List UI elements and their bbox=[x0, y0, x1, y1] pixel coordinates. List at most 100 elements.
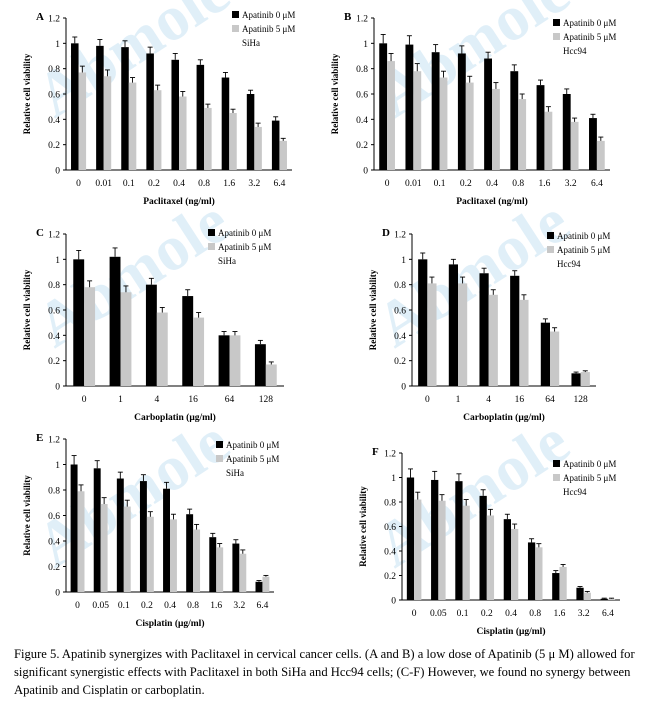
legend-swatch bbox=[232, 11, 239, 18]
bar bbox=[484, 58, 492, 170]
legend-label: Apatinib 0 μM bbox=[226, 440, 279, 450]
x-tick-label: 0.4 bbox=[164, 601, 176, 611]
legend-label: Apatinib 0 μM bbox=[563, 18, 616, 28]
legend-label: Apatinib 0 μM bbox=[563, 459, 616, 469]
bar bbox=[570, 121, 579, 170]
bar bbox=[218, 335, 230, 386]
bar bbox=[109, 256, 121, 386]
bar bbox=[279, 140, 287, 170]
x-tick-label: 128 bbox=[574, 395, 589, 405]
bar bbox=[216, 547, 224, 592]
bar bbox=[431, 479, 439, 600]
bar bbox=[511, 528, 519, 600]
panel-b: B 0 0.2 0.4 0.6 0.8 1 1.2 Relative cell viabilit… bbox=[330, 11, 616, 207]
x-axis-label: Carboplatin (μg/ml) bbox=[134, 412, 216, 423]
bar bbox=[488, 294, 498, 386]
legend-swatch bbox=[208, 229, 215, 236]
cell-line-label: Hcc94 bbox=[563, 487, 587, 497]
x-tick-label: 128 bbox=[259, 395, 274, 405]
y-tick-label: 0 bbox=[55, 589, 60, 599]
y-tick-label: 0.8 bbox=[48, 65, 60, 75]
y-tick-label: 0 bbox=[401, 383, 406, 393]
legend-label: Apatinib 5 μM bbox=[563, 473, 616, 483]
x-tick-label: 3.2 bbox=[233, 601, 245, 611]
x-tick-label: 1.6 bbox=[539, 179, 551, 189]
y-tick-label: 0.6 bbox=[48, 91, 60, 101]
bar bbox=[116, 478, 124, 592]
x-tick-label: 1.6 bbox=[210, 601, 222, 611]
y-tick-label: 0.4 bbox=[48, 538, 60, 548]
y-tick-label: 0 bbox=[363, 167, 368, 177]
x-tick-label: 0 bbox=[412, 609, 417, 619]
bar bbox=[255, 581, 263, 592]
bar bbox=[559, 566, 567, 600]
x-tick-label: 0.01 bbox=[405, 179, 422, 189]
y-tick-label: 1.2 bbox=[394, 231, 406, 241]
x-tick-label: 0.1 bbox=[457, 609, 469, 619]
bar bbox=[462, 505, 470, 600]
bar bbox=[583, 592, 591, 600]
legend-swatch bbox=[216, 441, 223, 448]
bar bbox=[204, 107, 212, 170]
y-axis-label: Relative cell viability bbox=[22, 269, 32, 350]
x-tick-label: 0 bbox=[75, 601, 80, 611]
figure-caption: Figure 5. Apatinib synergizes with Pacli… bbox=[14, 647, 635, 697]
bar bbox=[78, 72, 87, 170]
legend-swatch bbox=[553, 460, 560, 467]
x-tick-label: 64 bbox=[545, 395, 555, 405]
bar bbox=[182, 296, 194, 386]
y-tick-label: 0.8 bbox=[356, 65, 368, 75]
y-tick-label: 1 bbox=[363, 40, 368, 50]
y-tick-label: 0.2 bbox=[356, 141, 368, 151]
x-tick-label: 1 bbox=[118, 395, 123, 405]
bar bbox=[246, 94, 255, 170]
panel-e: E 0 0.2 0.4 0.6 0.8 1 1.2 Relative cell viabilit… bbox=[22, 432, 279, 629]
x-tick-label: 0.8 bbox=[529, 609, 541, 619]
bar bbox=[580, 372, 590, 386]
panel-label: A bbox=[36, 11, 44, 23]
bar bbox=[73, 259, 85, 386]
y-axis-label: Relative cell viability bbox=[330, 53, 340, 134]
bar bbox=[123, 506, 131, 592]
legend-swatch bbox=[553, 474, 560, 481]
bar bbox=[139, 481, 147, 592]
cell-line-label: SiHa bbox=[226, 468, 244, 478]
bar bbox=[544, 111, 553, 170]
bar bbox=[540, 322, 550, 386]
y-tick-label: 0.2 bbox=[48, 141, 60, 151]
bar bbox=[439, 77, 448, 170]
bar bbox=[196, 64, 205, 170]
bar bbox=[418, 259, 428, 386]
legend-label: Apatinib 5 μM bbox=[226, 454, 279, 464]
bar bbox=[128, 82, 137, 170]
x-tick-label: 0 bbox=[76, 179, 81, 189]
bar bbox=[186, 514, 194, 592]
bar bbox=[156, 312, 168, 386]
bar bbox=[589, 118, 597, 170]
panel-label: D bbox=[382, 227, 390, 239]
cell-line-label: SiHa bbox=[242, 38, 260, 48]
legend-swatch bbox=[232, 25, 239, 32]
bar bbox=[414, 499, 422, 600]
bar bbox=[145, 284, 157, 386]
y-tick-label: 0.8 bbox=[48, 281, 60, 291]
bar bbox=[405, 44, 414, 170]
y-tick-label: 0 bbox=[391, 597, 396, 607]
bar bbox=[458, 283, 468, 386]
y-tick-label: 0.2 bbox=[48, 357, 60, 367]
panel-label: C bbox=[36, 227, 44, 239]
x-tick-label: 0.1 bbox=[434, 179, 446, 189]
y-tick-label: 1.2 bbox=[48, 15, 60, 25]
x-tick-label: 1 bbox=[456, 395, 461, 405]
x-tick-label: 6.4 bbox=[257, 601, 269, 611]
y-tick-label: 0.6 bbox=[394, 307, 406, 317]
panel-c: C 0 0.2 0.4 0.6 0.8 1 1.2 Relative cell viabilit… bbox=[22, 227, 284, 423]
panel-label: B bbox=[344, 11, 352, 23]
bar bbox=[527, 542, 536, 600]
legend-swatch bbox=[547, 232, 554, 239]
x-tick-label: 0.05 bbox=[430, 609, 447, 619]
y-tick-label: 1 bbox=[401, 256, 406, 266]
bar bbox=[448, 264, 458, 386]
bar bbox=[571, 373, 581, 386]
